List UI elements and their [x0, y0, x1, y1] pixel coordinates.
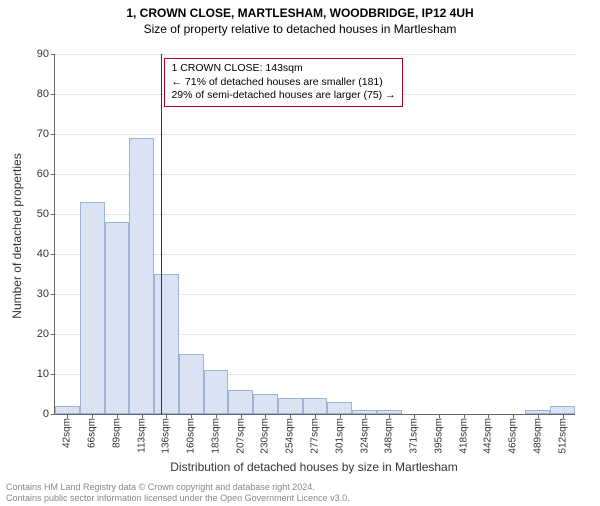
xtick-label: 301sqm: [334, 418, 345, 454]
xtick-label: 371sqm: [409, 418, 420, 454]
ytick-mark: [51, 214, 55, 215]
annotation-line: 29% of semi-detached houses are larger (…: [171, 89, 395, 103]
bar: [179, 354, 204, 414]
xtick-label: 89sqm: [111, 418, 122, 448]
xtick-label: 113sqm: [136, 418, 147, 453]
xtick-label: 418sqm: [458, 418, 469, 454]
xtick-label: 160sqm: [186, 418, 197, 454]
ytick-mark: [51, 294, 55, 295]
footer-line-2: Contains public sector information licen…: [6, 493, 350, 504]
ytick-mark: [51, 54, 55, 55]
ytick-label: 60: [19, 168, 49, 180]
ytick-label: 50: [19, 208, 49, 220]
page-title-line1: 1, CROWN CLOSE, MARTLESHAM, WOODBRIDGE, …: [0, 6, 600, 20]
bar: [55, 406, 80, 414]
xtick-label: 348sqm: [384, 418, 395, 454]
xtick-label: 489sqm: [532, 418, 543, 454]
bar: [550, 406, 575, 414]
ytick-label: 30: [19, 288, 49, 300]
ytick-label: 90: [19, 48, 49, 60]
xtick-label: 512sqm: [557, 418, 568, 454]
x-axis-label: Distribution of detached houses by size …: [54, 460, 574, 474]
footer-line-1: Contains HM Land Registry data © Crown c…: [6, 482, 350, 493]
xtick-label: 254sqm: [285, 418, 296, 454]
xtick-label: 442sqm: [483, 418, 494, 454]
bar: [204, 370, 229, 414]
bar: [327, 402, 352, 414]
annotation-box: 1 CROWN CLOSE: 143sqm← 71% of detached h…: [164, 58, 402, 107]
bar: [154, 274, 179, 414]
ytick-mark: [51, 94, 55, 95]
ytick-mark: [51, 374, 55, 375]
gridline: [55, 54, 575, 55]
marker-line: [161, 54, 162, 414]
ytick-mark: [51, 254, 55, 255]
bar: [303, 398, 328, 414]
ytick-label: 80: [19, 88, 49, 100]
page-title-line2: Size of property relative to detached ho…: [0, 22, 600, 36]
bar: [253, 394, 278, 414]
bar: [228, 390, 253, 414]
annotation-line: ← 71% of detached houses are smaller (18…: [171, 76, 395, 90]
xtick-label: 465sqm: [508, 418, 519, 454]
ytick-label: 20: [19, 328, 49, 340]
xtick-label: 230sqm: [260, 418, 271, 454]
ytick-label: 0: [19, 408, 49, 420]
ytick-mark: [51, 334, 55, 335]
gridline: [55, 134, 575, 135]
xtick-label: 207sqm: [235, 418, 246, 454]
plot-region: 010203040506070809042sqm66sqm89sqm113sqm…: [54, 54, 575, 415]
ytick-mark: [51, 414, 55, 415]
xtick-label: 136sqm: [161, 418, 172, 454]
xtick-label: 66sqm: [87, 418, 98, 448]
annotation-line: 1 CROWN CLOSE: 143sqm: [171, 62, 395, 76]
ytick-label: 70: [19, 128, 49, 140]
bar: [105, 222, 130, 414]
bar: [80, 202, 105, 414]
chart-area: 010203040506070809042sqm66sqm89sqm113sqm…: [54, 54, 574, 414]
ytick-mark: [51, 134, 55, 135]
xtick-label: 42sqm: [62, 418, 73, 448]
bar: [278, 398, 303, 414]
xtick-label: 183sqm: [210, 418, 221, 454]
ytick-mark: [51, 174, 55, 175]
footer-attribution: Contains HM Land Registry data © Crown c…: [6, 482, 350, 504]
ytick-label: 10: [19, 368, 49, 380]
xtick-label: 395sqm: [433, 418, 444, 454]
bar: [129, 138, 154, 414]
xtick-label: 324sqm: [359, 418, 370, 454]
ytick-label: 40: [19, 248, 49, 260]
xtick-label: 277sqm: [310, 418, 321, 454]
